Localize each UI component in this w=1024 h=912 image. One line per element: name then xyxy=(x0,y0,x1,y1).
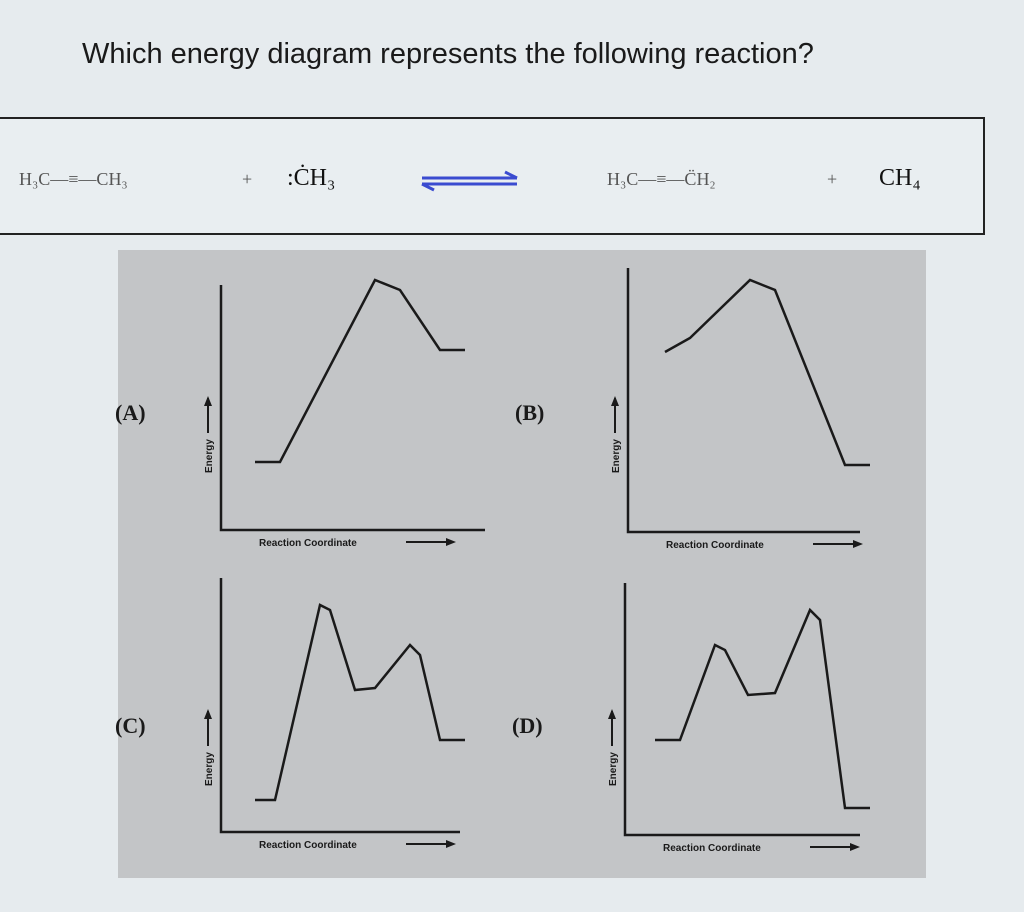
y-axis-label: Energy xyxy=(611,439,622,473)
arrow-right-icon xyxy=(446,840,456,848)
arrow-up-icon xyxy=(611,396,619,406)
energy-diagram-c: (C) Energy Reaction Coordinate xyxy=(115,578,465,851)
arrow-up-icon xyxy=(608,709,616,719)
diagram-panel xyxy=(118,250,926,878)
reaction-box: H₃C—≡—CH₃ + :ĊH₃ H₃C—≡—C̈H₂ + CH₄ xyxy=(0,117,985,235)
axes xyxy=(623,583,860,837)
x-axis-label: Reaction Coordinate xyxy=(663,843,761,854)
diagram-label: (D) xyxy=(512,713,543,738)
diagram-label: (A) xyxy=(115,400,146,425)
plus-sign: + xyxy=(242,169,253,189)
x-axis-label: Reaction Coordinate xyxy=(259,538,357,549)
product-propargyl-anion: H₃C—≡—C̈H₂ xyxy=(607,169,716,189)
axes xyxy=(626,268,860,534)
energy-curve xyxy=(655,607,870,810)
reactant-propyne: H₃C—≡—CH₃ xyxy=(19,169,128,189)
question-text: Which energy diagram represents the foll… xyxy=(82,38,814,70)
arrow-up-icon xyxy=(204,709,212,719)
arrow-right-icon xyxy=(850,843,860,851)
y-axis-label: Energy xyxy=(204,752,215,786)
energy-curve xyxy=(255,278,465,464)
y-axis-label: Energy xyxy=(204,439,215,473)
energy-curve xyxy=(255,603,465,802)
equilibrium-arrow-icon xyxy=(421,170,518,192)
reactant-methyl: :ĊH₃ xyxy=(287,165,336,191)
energy-diagram-d: (D) Energy Reaction Coordinate xyxy=(512,583,870,854)
arrow-right-icon xyxy=(853,540,863,548)
plus-sign: + xyxy=(827,169,838,189)
arrow-right-icon xyxy=(446,538,456,546)
product-methane: CH₄ xyxy=(879,165,921,191)
energy-diagram-a: (A) Energy Reaction Coordinate xyxy=(115,278,485,549)
x-axis-label: Reaction Coordinate xyxy=(666,540,764,551)
y-axis-label: Energy xyxy=(608,752,619,786)
energy-curve xyxy=(664,278,870,467)
arrow-up-icon xyxy=(204,396,212,406)
axes xyxy=(219,285,485,532)
diagram-label: (C) xyxy=(115,713,146,738)
axes xyxy=(219,578,460,834)
diagram-label: (B) xyxy=(515,400,544,425)
energy-diagram-b: (B) Energy Reaction Coordinate xyxy=(515,268,870,551)
x-axis-label: Reaction Coordinate xyxy=(259,840,357,851)
